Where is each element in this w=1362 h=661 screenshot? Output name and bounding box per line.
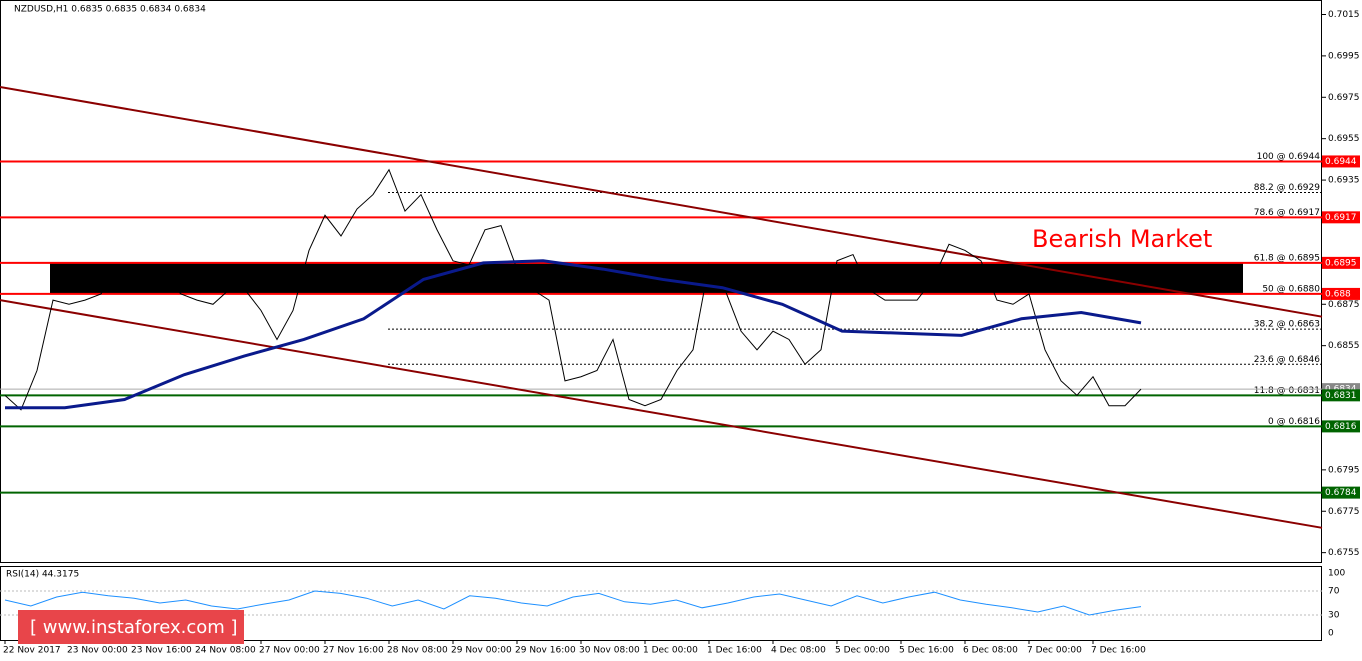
level-box	[1322, 155, 1360, 168]
y-tick-label: 0.6775	[1328, 507, 1360, 517]
x-tick-label: 23 Nov 00:00	[67, 646, 128, 656]
rsi-tick-label: 70	[1328, 587, 1340, 597]
level-label: 0.6816	[1325, 422, 1357, 432]
fib-label: 38.2 @ 0.6863	[1254, 320, 1320, 330]
level-label: 0.6831	[1325, 391, 1357, 401]
x-tick-label: 23 Nov 16:00	[131, 646, 192, 656]
trendline	[0, 299, 1323, 529]
watermark: [ www.instaforex.com ]	[30, 617, 238, 638]
level-label: 0.6895	[1325, 258, 1357, 268]
rsi-tick-label: 100	[1328, 569, 1345, 579]
fib-label: 88.2 @ 0.6929	[1254, 183, 1321, 193]
fib-label: 50 @ 0.6880	[1262, 284, 1320, 294]
x-tick-label: 1 Dec 16:00	[707, 646, 762, 656]
y-tick-label: 0.6755	[1328, 548, 1360, 558]
level-box	[1322, 287, 1360, 300]
y-tick-label: 0.6875	[1328, 300, 1360, 310]
y-tick-label: 0.6955	[1328, 134, 1360, 144]
x-tick-label: 27 Nov 16:00	[323, 646, 384, 656]
level-box	[1322, 486, 1360, 499]
moving-average	[5, 259, 1142, 410]
level-label: 0.688	[1325, 289, 1351, 299]
rsi-frame	[0, 566, 1322, 641]
level-box	[1322, 420, 1360, 433]
rsi-tick-label: 0	[1328, 629, 1334, 639]
level-box	[1322, 211, 1360, 224]
watermark-box	[18, 610, 244, 644]
fib-label: 11.8 @ 0.6831	[1254, 386, 1320, 396]
plot-frame	[0, 0, 1322, 563]
x-tick-label: 4 Dec 08:00	[771, 646, 826, 656]
level-label: 0.6917	[1325, 213, 1357, 223]
annotation: Bearish Market	[1032, 225, 1212, 253]
zone	[50, 262, 1243, 294]
x-tick-label: 7 Dec 16:00	[1091, 646, 1146, 656]
x-tick-label: 24 Nov 08:00	[195, 646, 256, 656]
fib-label: 0 @ 0.6816	[1268, 417, 1320, 427]
level-box	[1322, 389, 1360, 402]
x-tick-label: 28 Nov 08:00	[387, 646, 448, 656]
chart-title: NZDUSD,H1 0.6835 0.6835 0.6834 0.6834	[14, 5, 206, 15]
x-tick-label: 29 Nov 16:00	[515, 646, 576, 656]
x-tick-label: 29 Nov 00:00	[451, 646, 512, 656]
rsi-tick-label: 30	[1328, 611, 1340, 621]
x-tick-label: 5 Dec 00:00	[835, 646, 890, 656]
y-tick-label: 0.6855	[1328, 341, 1360, 351]
fib-label: 100 @ 0.6944	[1257, 152, 1321, 162]
fib-label: 23.6 @ 0.6846	[1254, 355, 1321, 365]
x-tick-label: 27 Nov 00:00	[259, 646, 320, 656]
level-label: 0.6944	[1325, 157, 1357, 167]
x-tick-label: 7 Dec 00:00	[1027, 646, 1082, 656]
y-tick-label: 0.6995	[1328, 51, 1360, 61]
trendline	[0, 85, 1323, 318]
x-tick-label: 1 Dec 00:00	[643, 646, 698, 656]
x-tick-label: 30 Nov 08:00	[579, 646, 640, 656]
y-tick-label: 0.6795	[1328, 465, 1360, 475]
y-tick-label: 0.6935	[1328, 176, 1360, 186]
y-tick-label: 0.6975	[1328, 93, 1360, 103]
x-tick-label: 22 Nov 2017	[3, 646, 61, 656]
fib-label: 61.8 @ 0.6895	[1254, 253, 1320, 263]
fib-label: 78.6 @ 0.6917	[1254, 208, 1320, 218]
rsi-title: RSI(14) 44.3175	[6, 570, 79, 580]
level-box	[1322, 256, 1360, 269]
x-tick-label: 6 Dec 08:00	[963, 646, 1018, 656]
rsi-line	[4, 590, 1142, 616]
x-tick-label: 5 Dec 16:00	[899, 646, 954, 656]
price-line-series	[4, 168, 1142, 411]
y-tick-label: 0.7015	[1328, 10, 1360, 20]
level-label: 0.6784	[1325, 488, 1357, 498]
